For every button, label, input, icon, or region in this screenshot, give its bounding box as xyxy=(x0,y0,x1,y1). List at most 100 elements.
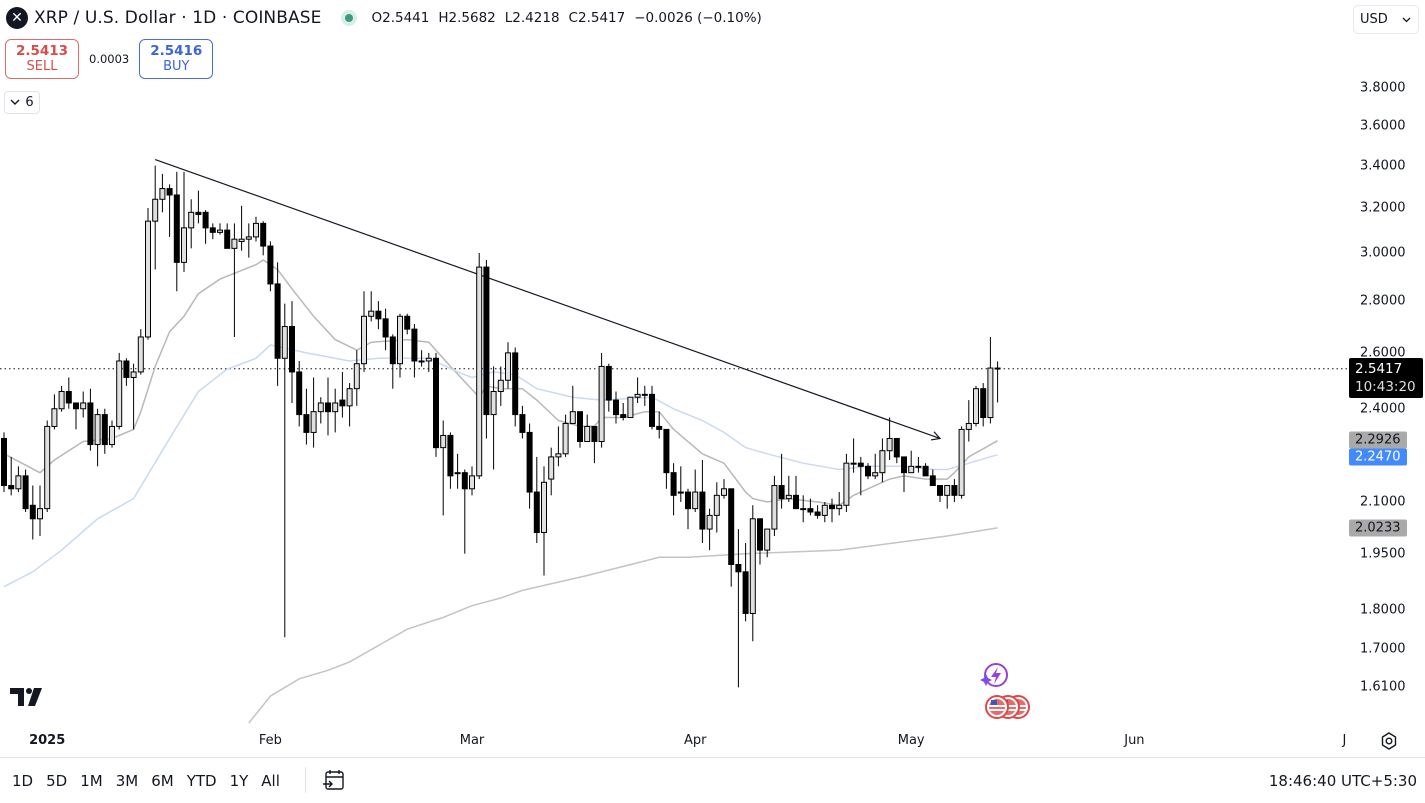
candle-down xyxy=(591,425,598,443)
candle-up xyxy=(850,462,857,465)
candle-down xyxy=(447,434,454,477)
candle-down xyxy=(1,437,7,487)
candle-down xyxy=(339,399,346,407)
buy-button[interactable]: 2.5416 BUY xyxy=(139,39,214,79)
ma-price-label: 2.2926 xyxy=(1349,431,1407,449)
range-all[interactable]: All xyxy=(261,772,280,790)
sell-button[interactable]: 2.5413 SELL xyxy=(5,39,79,79)
candle-up xyxy=(987,367,994,419)
currency-value: USD xyxy=(1360,12,1388,27)
candle-down xyxy=(951,485,958,496)
low-label: L xyxy=(504,10,513,26)
candle-up xyxy=(310,411,317,433)
symbol-title[interactable]: XRP / U.S. Dollar · 1D · COINBASE xyxy=(34,8,322,28)
change-value: −0.0026 (−0.10%) xyxy=(634,10,762,26)
low-value: 2.4218 xyxy=(512,10,560,26)
range-ytd[interactable]: YTD xyxy=(186,772,217,790)
candle-up xyxy=(440,434,447,449)
candle-down xyxy=(807,508,814,513)
candle-up xyxy=(51,408,58,427)
candle-up xyxy=(217,229,223,233)
candle-up xyxy=(317,402,324,413)
candle-up xyxy=(454,472,461,475)
currency-select[interactable]: USD xyxy=(1353,5,1419,34)
candle-up xyxy=(37,508,43,520)
candle-up xyxy=(548,456,555,480)
tradingview-logo xyxy=(10,688,42,706)
candle-down xyxy=(101,414,108,446)
candle-down xyxy=(685,491,691,510)
candle-down xyxy=(29,504,36,520)
ma-price-label: 2.2470 xyxy=(1349,448,1407,466)
candle-up xyxy=(346,388,353,407)
symbol-header: ✕ XRP / U.S. Dollar · 1D · COINBASE O2.5… xyxy=(6,7,762,29)
range-1y[interactable]: 1Y xyxy=(229,772,249,790)
range-buttons: 1D 5D 1M 3M 6M YTD 1Y All xyxy=(12,772,280,790)
price-tick-label: 3.4000 xyxy=(1360,158,1406,174)
clock-timezone[interactable]: 18:46:40 UTC+5:30 xyxy=(1268,772,1417,790)
candle-up xyxy=(641,393,648,396)
high-label: H xyxy=(438,10,449,26)
candle-down xyxy=(757,518,763,551)
candle-up xyxy=(771,485,778,530)
candle-down xyxy=(663,428,670,474)
candle-up xyxy=(569,411,576,424)
candle-up xyxy=(749,518,756,614)
candle-down xyxy=(893,437,900,458)
candle-up xyxy=(713,494,720,516)
candle-down xyxy=(980,388,987,419)
candle-up xyxy=(253,222,259,238)
range-5d[interactable]: 5D xyxy=(46,772,68,790)
candle-up xyxy=(15,475,22,490)
candle-down xyxy=(382,318,389,338)
candle-up xyxy=(692,491,699,510)
toolbar-divider xyxy=(305,767,306,793)
time-axis[interactable]: 2025 Feb Mar Apr May Jun Jul xyxy=(0,728,1347,756)
calendar-goto-icon[interactable] xyxy=(322,768,346,792)
time-tick-label: Mar xyxy=(459,733,485,748)
candle-up xyxy=(886,437,893,452)
buy-price: 2.5416 xyxy=(150,43,203,59)
candle-up xyxy=(109,425,115,446)
candle-down xyxy=(577,411,583,443)
time-tick-label: 2025 xyxy=(29,733,66,748)
candle-down xyxy=(195,211,202,216)
current-price-label: 2.5417 10:43:20 xyxy=(1349,358,1423,398)
range-6m[interactable]: 6M xyxy=(151,772,174,790)
candle-up xyxy=(80,402,87,410)
candle-down xyxy=(173,194,180,263)
candle-up xyxy=(353,363,360,390)
time-tick-label: Jul xyxy=(1342,733,1347,748)
candle-down xyxy=(404,315,411,330)
candle-down xyxy=(289,326,295,373)
candle-down xyxy=(922,465,929,477)
candle-down xyxy=(260,222,267,247)
gear-icon[interactable] xyxy=(1379,731,1399,751)
candle-up xyxy=(958,428,965,496)
candle-down xyxy=(670,472,677,496)
candle-down xyxy=(483,266,490,416)
price-tick-label: 2.6000 xyxy=(1360,345,1406,361)
candle-up xyxy=(145,220,151,338)
candle-up xyxy=(721,488,727,496)
market-status-icon[interactable] xyxy=(341,10,358,26)
candle-up xyxy=(677,491,684,494)
price-chart[interactable] xyxy=(0,0,1347,728)
range-1m[interactable]: 1M xyxy=(80,772,103,790)
chevron-down-icon xyxy=(1402,17,1411,22)
range-1d[interactable]: 1D xyxy=(12,772,34,790)
indicators-toggle-button[interactable]: 6 xyxy=(4,91,40,114)
candle-up xyxy=(800,508,807,511)
xrp-logo-icon: ✕ xyxy=(6,7,28,29)
candle-down xyxy=(533,491,540,534)
trendline-arrow-icon xyxy=(931,431,942,441)
range-3m[interactable]: 3M xyxy=(115,772,139,790)
candle-up xyxy=(332,402,339,413)
spread-value: 0.0003 xyxy=(89,52,130,66)
price-axis[interactable]: 1.6100 1.7000 1.8000 1.9500 2.1000 2.4000 2.60… xyxy=(1347,0,1425,728)
candle-down xyxy=(202,211,209,229)
price-tick-label: 2.4000 xyxy=(1360,401,1406,417)
candle-down xyxy=(728,488,735,566)
candle-down xyxy=(65,391,72,404)
time-tick-label: May xyxy=(897,733,925,748)
